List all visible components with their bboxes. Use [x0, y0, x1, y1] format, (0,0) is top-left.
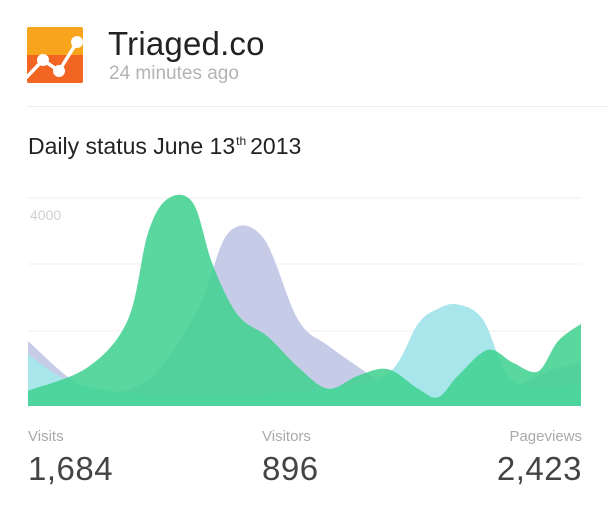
area-series-front: [28, 194, 581, 406]
stat-pageviews-value: 2,423: [496, 450, 582, 487]
analytics-app-icon: [27, 27, 83, 83]
stat-visitors: Visitors 896: [262, 428, 319, 488]
analytics-logo-svg: [27, 27, 83, 83]
daily-status-area-chart: 4000: [28, 194, 581, 406]
stat-visits-label: Visits: [28, 428, 64, 445]
stat-visits-value: 1,684: [28, 450, 114, 487]
app-name[interactable]: Triaged.co: [108, 25, 265, 62]
stat-visitors-label: Visitors: [262, 428, 311, 445]
stat-pageviews: Pageviews 2,423: [497, 428, 582, 488]
title-suffix: th: [236, 134, 247, 148]
title-year: 2013: [250, 133, 302, 159]
area-series-2: [28, 303, 581, 406]
y-tick-label: 4000: [30, 207, 61, 223]
stat-visitors-value: 896: [262, 450, 319, 487]
timestamp: 24 minutes ago: [109, 63, 239, 84]
header-divider: [27, 106, 608, 107]
chart-title: Daily status June 13th 2013: [28, 133, 301, 160]
stats-row: Visits 1,684 Visitors 896 Pageviews 2,42…: [28, 428, 582, 488]
stat-visits: Visits 1,684: [28, 428, 113, 488]
stat-pageviews-label: Pageviews: [509, 428, 582, 445]
title-prefix: Daily status June 13: [28, 133, 236, 159]
